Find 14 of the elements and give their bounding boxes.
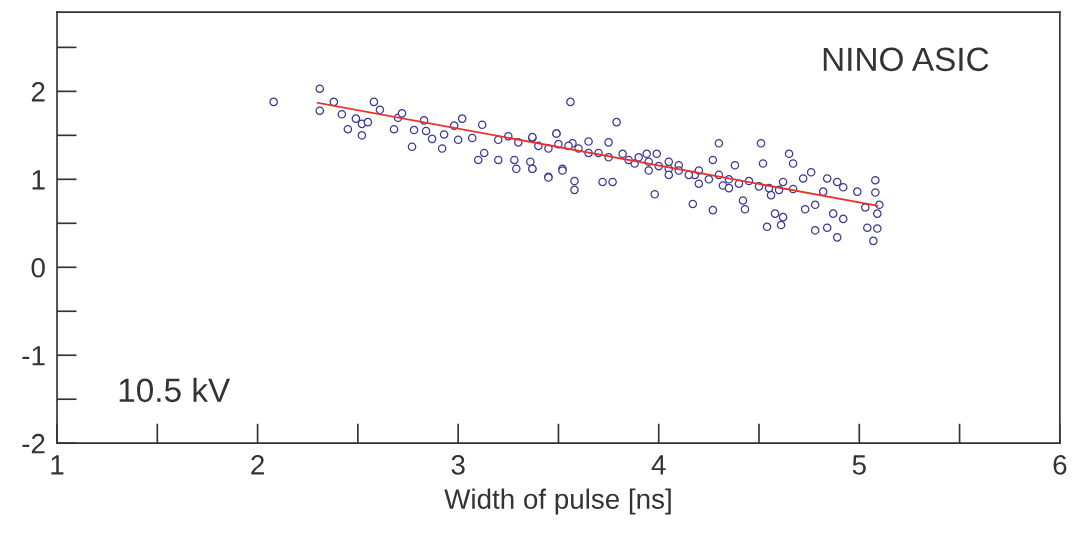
x-tick-label: 4	[651, 455, 666, 475]
y-tick-label: 1	[32, 170, 45, 190]
annotation: NINO ASIC	[823, 47, 989, 72]
x-axis-title: Width of pulse [ns]	[444, 488, 671, 515]
y-tick-label: -2	[22, 433, 45, 454]
x-tick-label: 3	[451, 455, 465, 475]
y-tick-label: 0	[31, 257, 45, 278]
x-tick-label: 6	[1053, 455, 1067, 475]
y-tick-label: 2	[31, 82, 45, 102]
x-tick-label: 2	[251, 455, 264, 475]
x-tick-label: 1	[51, 455, 64, 475]
y-tick-label: -1	[22, 346, 45, 366]
annotation: 10.5 kV	[119, 377, 231, 403]
x-tick-label: 5	[852, 455, 866, 475]
